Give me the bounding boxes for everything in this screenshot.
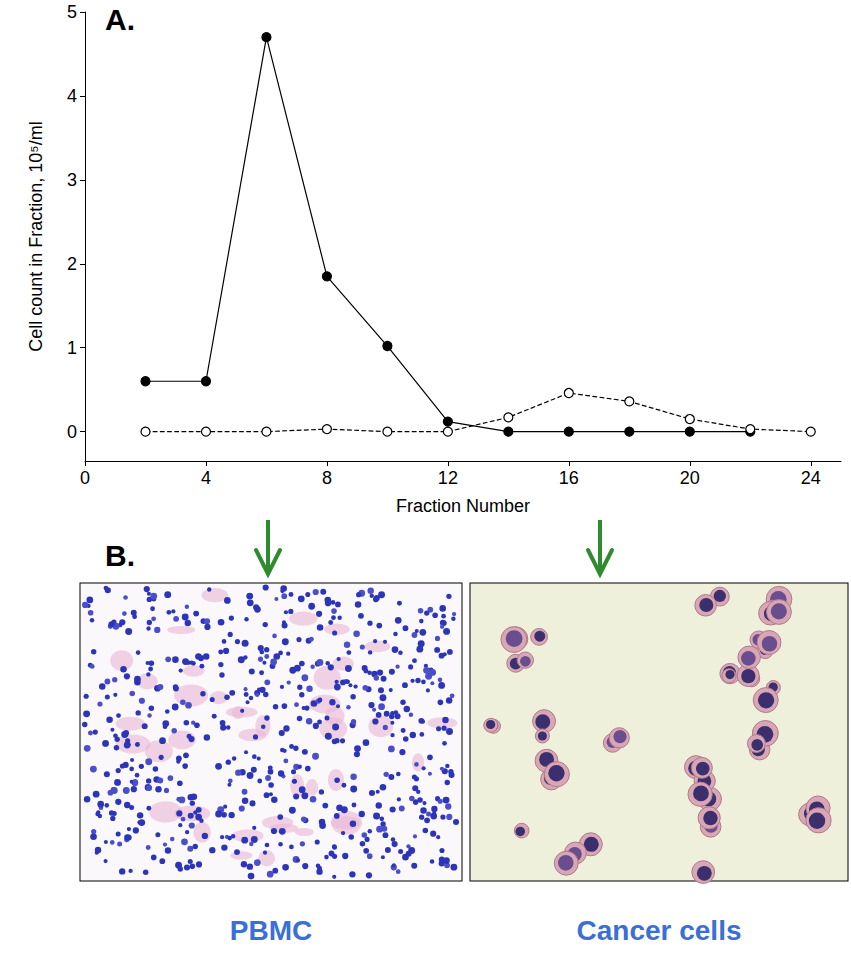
svg-text:B.: B.: [105, 539, 135, 572]
svg-text:4: 4: [67, 86, 77, 106]
svg-text:0: 0: [67, 422, 77, 442]
svg-text:20: 20: [680, 468, 700, 488]
svg-text:24: 24: [801, 468, 821, 488]
svg-text:4: 4: [201, 468, 211, 488]
svg-text:12: 12: [438, 468, 458, 488]
svg-text:Cancer cells: Cancer cells: [577, 915, 742, 946]
svg-text:PBMC: PBMC: [230, 915, 312, 946]
svg-text:5: 5: [67, 2, 77, 22]
svg-text:1: 1: [67, 338, 77, 358]
svg-text:Cell count in Fraction, 10⁵/ml: Cell count in Fraction, 10⁵/ml: [26, 121, 46, 352]
svg-text:Fraction Number: Fraction Number: [396, 496, 530, 516]
svg-text:8: 8: [322, 468, 332, 488]
svg-text:16: 16: [559, 468, 579, 488]
svg-text:A.: A.: [105, 3, 135, 36]
svg-text:3: 3: [67, 170, 77, 190]
svg-text:0: 0: [80, 468, 90, 488]
svg-text:2: 2: [67, 254, 77, 274]
